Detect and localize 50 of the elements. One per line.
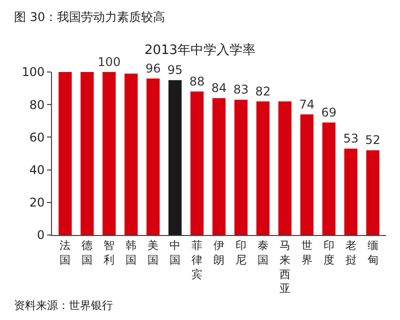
data-label: 95	[167, 63, 183, 78]
bar	[58, 72, 72, 235]
chart-title: 2013年中学入学率	[144, 42, 256, 58]
x-tick-label: 印度	[323, 239, 334, 266]
y-tick-label: 0	[36, 228, 45, 242]
x-tick-label: 缅甸	[367, 239, 378, 266]
data-label: 100	[98, 55, 121, 69]
x-tick-label: 菲律宾	[192, 239, 203, 281]
y-tick-label: 40	[29, 163, 45, 177]
x-tick-label: 印尼	[235, 239, 246, 266]
y-tick-label: 60	[29, 130, 45, 144]
data-label: 52	[365, 133, 380, 148]
y-tick-label: 80	[29, 98, 45, 112]
bar	[168, 80, 182, 235]
x-tick-label: 马来西亚	[279, 239, 290, 296]
x-tick-label: 中国	[170, 239, 181, 266]
data-label: 53	[343, 132, 358, 146]
data-label: 88	[189, 74, 205, 89]
bar	[344, 148, 358, 235]
text: 资料来源：世界银行	[14, 299, 113, 312]
x-tick-label: 伊朗	[214, 239, 224, 266]
x-tick-label: 世界	[301, 239, 312, 266]
data-label: 69	[321, 106, 337, 120]
bar	[366, 150, 380, 235]
data-label: 74	[299, 97, 315, 112]
data-label: 96	[145, 62, 161, 76]
x-tick-label: 德国	[82, 239, 93, 266]
y-tick-label: 20	[29, 196, 45, 210]
y-tick-label: 100	[22, 65, 45, 80]
data-label: 83	[233, 82, 249, 97]
bar	[256, 101, 270, 235]
x-tick-label: 泰国	[257, 239, 268, 266]
x-tick-label: 老挝	[345, 239, 356, 266]
bar	[124, 74, 138, 235]
bar	[102, 72, 116, 235]
x-tick-label: 韩国	[126, 239, 137, 266]
bar	[212, 98, 226, 235]
bar	[80, 72, 94, 235]
x-tick-label: 智利	[104, 239, 115, 266]
data-label: 82	[255, 84, 271, 98]
bar	[234, 100, 248, 235]
bar	[322, 122, 336, 235]
bar	[278, 101, 292, 235]
bar	[146, 78, 160, 235]
data-label: 84	[211, 81, 227, 96]
x-tick-label: 法国	[60, 239, 71, 266]
bar	[300, 114, 314, 235]
bar	[190, 92, 204, 235]
chart-subtitle: 图 30：我国劳动力素质较高	[14, 10, 166, 24]
x-tick-label: 美国	[148, 239, 159, 266]
